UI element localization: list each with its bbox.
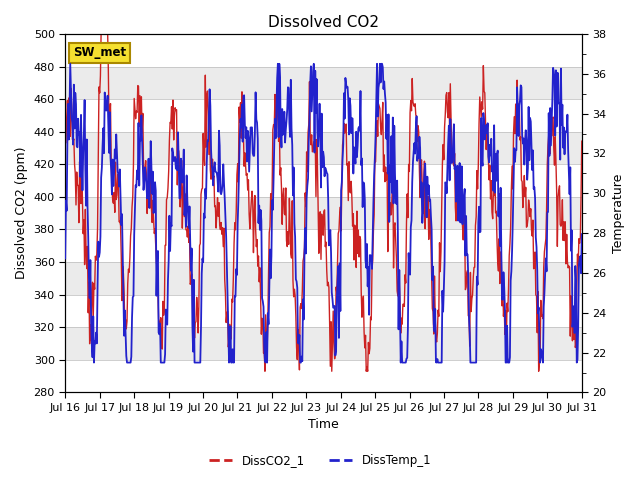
Text: SW_met: SW_met (73, 47, 126, 60)
Legend: DissCO2_1, DissTemp_1: DissCO2_1, DissTemp_1 (204, 449, 436, 472)
Y-axis label: Dissolved CO2 (ppm): Dissolved CO2 (ppm) (15, 147, 28, 279)
X-axis label: Time: Time (308, 419, 339, 432)
Bar (65, 99, 582, 132)
Bar (65, 295, 582, 327)
Y-axis label: Temperature: Temperature (612, 173, 625, 253)
Title: Dissolved CO2: Dissolved CO2 (268, 15, 379, 30)
Bar (65, 34, 582, 67)
Bar (65, 360, 582, 393)
Bar (65, 229, 582, 262)
Bar (65, 164, 582, 197)
